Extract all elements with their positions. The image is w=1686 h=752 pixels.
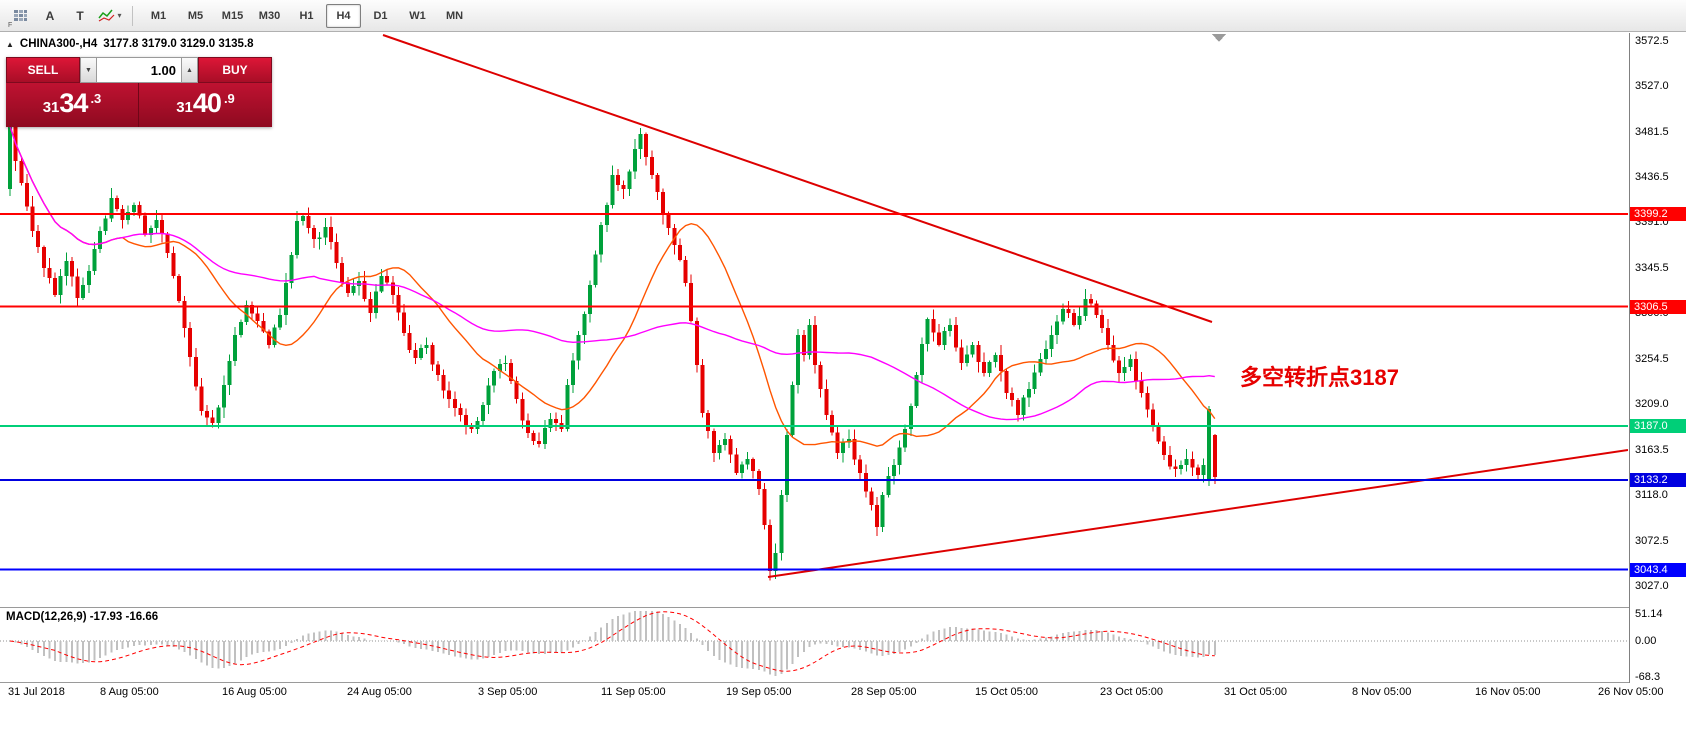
text-cursor-tool-button[interactable]: T: [76, 8, 84, 23]
time-axis-label: 24 Aug 05:00: [347, 686, 412, 698]
chart-shift-marker: [1212, 34, 1226, 42]
price-scale-label: 3527.0: [1635, 80, 1669, 92]
grid-icon-f-label: F: [8, 21, 13, 29]
ask-pips: .9: [223, 91, 235, 106]
chevron-down-icon: ▾: [117, 11, 122, 20]
candlestick-chart[interactable]: [0, 33, 1629, 607]
one-click-trade-panel: SELL ▼ ▲ BUY 31 34 .3 31 40 .9: [6, 57, 272, 127]
timeframe-button-m5[interactable]: M5: [187, 9, 204, 22]
pane-separator[interactable]: [0, 607, 1686, 608]
macd-pane[interactable]: MACD(12,26,9) -17.93 -16.66: [0, 608, 1628, 682]
buy-button[interactable]: BUY: [198, 57, 272, 83]
pane-separator: [0, 682, 1686, 683]
price-tag: 3399.2: [1630, 206, 1686, 221]
price-scale-label: 3072.5: [1635, 534, 1669, 547]
time-axis-label: 8 Nov 05:00: [1352, 686, 1412, 698]
price-tag: 3043.4: [1630, 562, 1686, 577]
time-axis-label: 31 Oct 05:00: [1224, 686, 1287, 698]
macd-label: MACD(12,26,9) -17.93 -16.66: [6, 611, 159, 623]
time-axis-label: 26 Nov 05:00: [1598, 686, 1664, 698]
time-axis-label: 16 Nov 05:00: [1475, 686, 1541, 698]
toolbar: F A T ▾ M1 M5 M15 M30 H1 H4 D1 W1 MN: [0, 0, 1686, 32]
bid-prefix: 31: [42, 99, 60, 116]
timeframe-button-m30[interactable]: M30: [258, 9, 281, 22]
volume-input[interactable]: [97, 57, 181, 83]
collapse-triangle-icon[interactable]: ▲: [6, 39, 14, 49]
price-tag: 3306.5: [1630, 299, 1686, 314]
price-tag: 3187.0: [1630, 419, 1686, 433]
time-axis-label: 8 Aug 05:00: [100, 686, 159, 698]
symbols-grid-button[interactable]: F: [6, 3, 34, 29]
price-scale-label: 3027.0: [1635, 580, 1669, 592]
timeframe-button-h4[interactable]: H4: [326, 3, 361, 28]
price-scale-label: 3209.0: [1635, 398, 1669, 410]
price-scale-label: 3436.5: [1635, 170, 1669, 183]
text-label-tool-button[interactable]: A: [45, 8, 55, 23]
volume-increase-button[interactable]: ▲: [181, 57, 198, 83]
price-scale-label: 3254.5: [1635, 352, 1669, 365]
time-axis-label: 16 Aug 05:00: [222, 686, 287, 698]
ohlc-values: 3177.8 3179.0 3129.0 3135.8: [103, 38, 254, 50]
chart-annotation: 多空转折点3187: [1240, 365, 1399, 390]
price-scale-label: 3163.5: [1635, 443, 1669, 456]
time-axis-label: 15 Oct 05:00: [975, 686, 1038, 698]
time-axis[interactable]: 31 Jul 2018 8 Aug 05:00 16 Aug 05:00 24 Aug…: [0, 683, 1686, 752]
timeframe-button-w1[interactable]: W1: [409, 9, 426, 22]
price-axis[interactable]: 3572.53527.03481.53436.53391.03345.53300…: [1629, 33, 1686, 683]
volume-decrease-button[interactable]: ▼: [80, 57, 97, 83]
indicators-button[interactable]: ▾: [96, 3, 124, 29]
bid-price-display: 31 34 .3: [6, 83, 139, 127]
timeframe-buttons: M1 M5 M15 M30 H1 H4 D1 W1 MN: [140, 3, 473, 28]
indicators-icon: [98, 9, 115, 22]
price-scale-label: 3481.5: [1635, 125, 1669, 138]
symbol-period-label: CHINA300-,H4: [19, 38, 98, 50]
time-axis-label: 23 Oct 05:00: [1100, 686, 1163, 698]
timeframe-button-mn[interactable]: MN: [445, 9, 464, 22]
time-axis-label: 11 Sep 05:00: [601, 686, 666, 698]
time-axis-label: 31 Jul 2018: [8, 686, 65, 698]
ask-price-display: 31 40 .9: [139, 83, 272, 127]
grid-icon: [13, 9, 27, 21]
ohlc-info-line: ▲ CHINA300-,H4 3177.8 3179.0 3129.0 3135…: [6, 38, 254, 50]
macd-scale-label: -68.3: [1635, 671, 1661, 683]
toolbar-separator: [132, 5, 133, 26]
sell-button[interactable]: SELL: [6, 57, 80, 83]
price-scale-label: 3572.5: [1635, 34, 1669, 47]
timeframe-button-d1[interactable]: D1: [373, 9, 388, 22]
ask-prefix: 31: [176, 99, 193, 116]
time-axis-label: 28 Sep 05:00: [851, 686, 917, 698]
price-scale-label: 3118.0: [1635, 489, 1668, 501]
timeframe-button-m1[interactable]: M1: [150, 9, 167, 22]
timeframe-button-m15[interactable]: M15: [221, 9, 244, 22]
ask-big-digits: 40: [192, 88, 222, 118]
time-axis-label: 3 Sep 05:00: [478, 686, 538, 698]
timeframe-button-h1[interactable]: H1: [299, 9, 314, 22]
macd-scale-label: 0.00: [1635, 635, 1657, 647]
bid-big-digits: 34: [59, 88, 88, 118]
time-axis-label: 19 Sep 05:00: [726, 686, 792, 698]
bid-pips: .3: [90, 91, 102, 106]
macd-chart[interactable]: [0, 608, 1628, 682]
macd-scale-label: 51.14: [1635, 608, 1663, 620]
price-tag: 3133.2: [1630, 472, 1686, 487]
main-chart-pane[interactable]: ▲ CHINA300-,H4 3177.8 3179.0 3129.0 3135…: [0, 33, 1629, 607]
price-scale-label: 3345.5: [1635, 261, 1669, 274]
